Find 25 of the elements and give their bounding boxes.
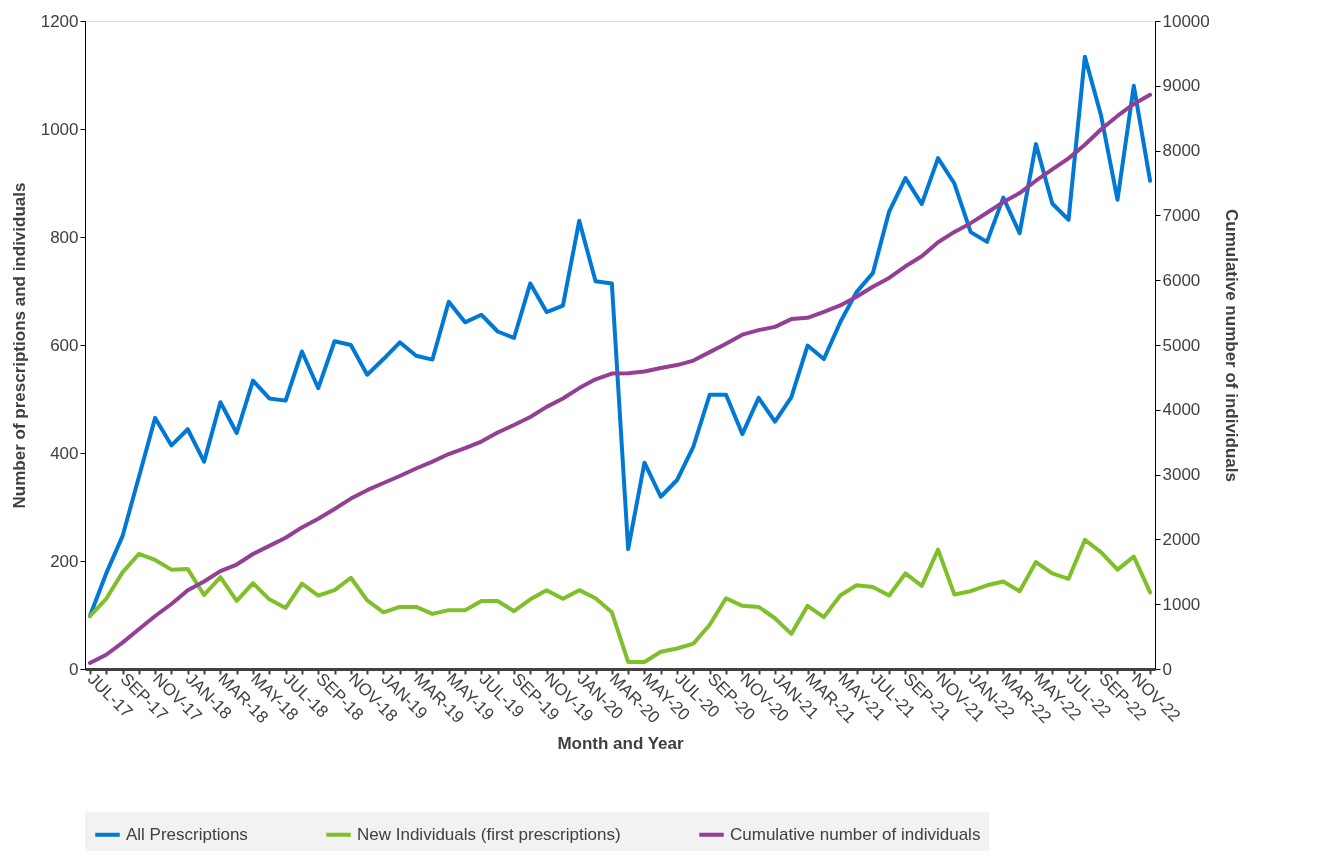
y2-tick-label: 2000: [1162, 529, 1201, 549]
x-axis-title: Month and Year: [557, 734, 685, 754]
y2-tick-label: 9000: [1162, 76, 1201, 96]
y2-tick-label: 7000: [1162, 205, 1201, 225]
y-axis-title: Number of prescriptions and individuals: [9, 182, 29, 509]
legend-label: All Prescriptions: [126, 824, 248, 844]
y-tick-label: 600: [50, 335, 79, 355]
y-tick-label: 1000: [40, 119, 79, 139]
y2-tick-label: 8000: [1162, 141, 1201, 161]
y2-tick-label: 3000: [1162, 465, 1201, 485]
y2-axis-title: Cumulative number of individuals: [1221, 209, 1241, 482]
y-tick-label: 200: [50, 551, 79, 571]
y2-tick-label: 10000: [1162, 11, 1210, 31]
y2-tick-label: 0: [1162, 659, 1172, 679]
y-tick-label: 0: [69, 659, 79, 679]
legend-label: Cumulative number of individuals: [730, 824, 981, 844]
y2-tick-label: 6000: [1162, 270, 1201, 290]
y-tick-label: 400: [50, 443, 79, 463]
y2-tick-label: 5000: [1162, 335, 1201, 355]
y-tick-label: 800: [50, 227, 79, 247]
legend-label: New Individuals (first prescriptions): [357, 824, 621, 844]
y-tick-label: 1200: [40, 11, 79, 31]
line-series: [87, 537, 1153, 664]
y2-tick-label: 1000: [1162, 594, 1201, 614]
y2-tick-label: 4000: [1162, 400, 1201, 420]
